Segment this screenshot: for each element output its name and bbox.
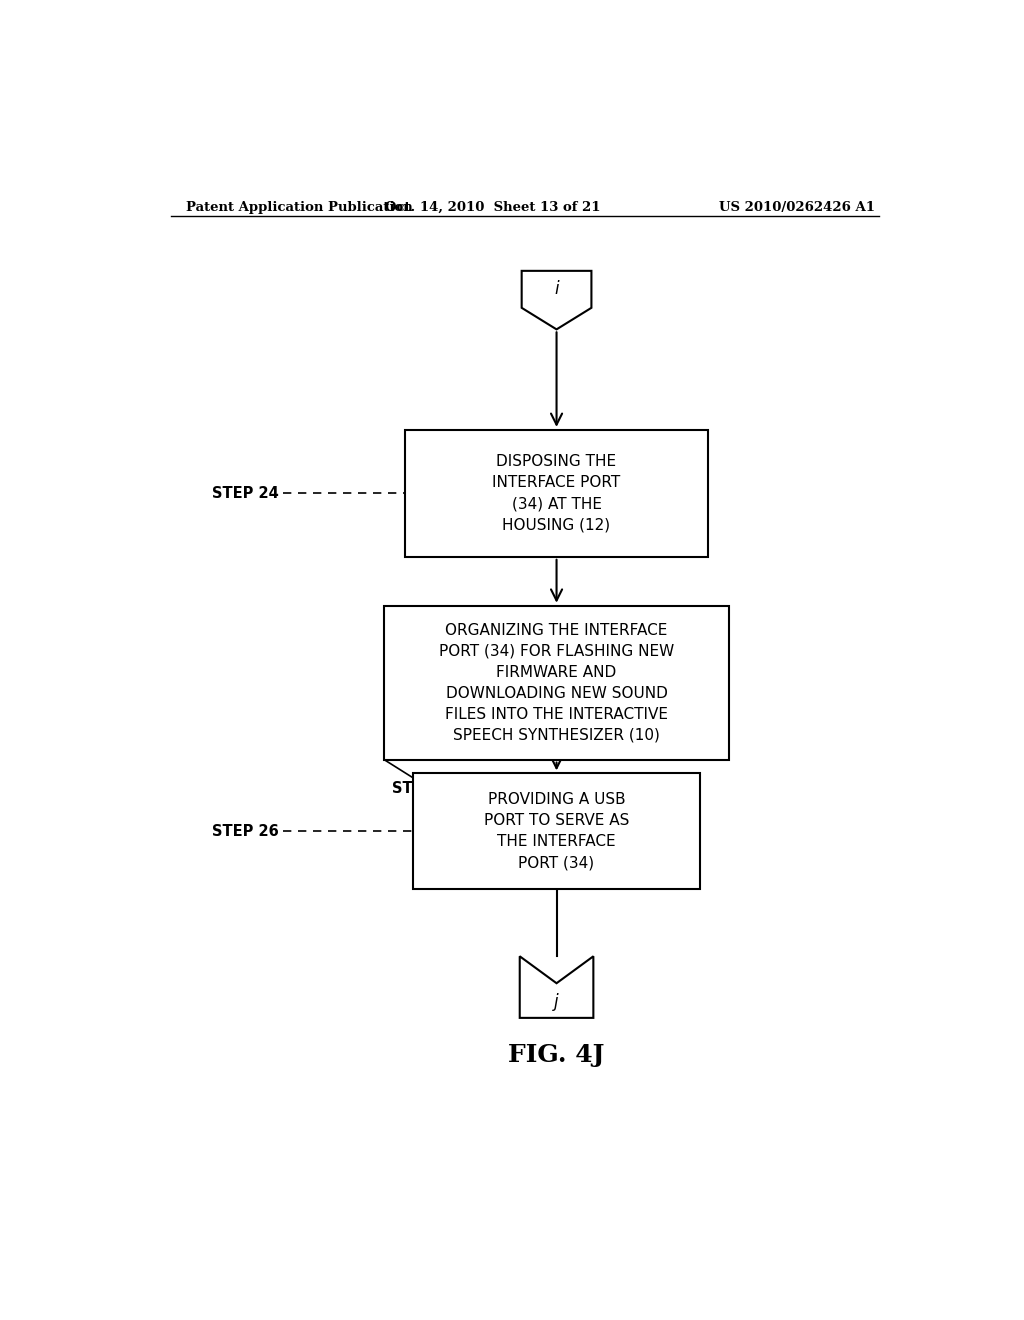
- Polygon shape: [521, 271, 592, 330]
- Text: i: i: [554, 280, 559, 298]
- FancyBboxPatch shape: [384, 606, 729, 759]
- FancyBboxPatch shape: [413, 774, 700, 888]
- Text: PROVIDING A USB
PORT TO SERVE AS
THE INTERFACE
PORT (34): PROVIDING A USB PORT TO SERVE AS THE INT…: [484, 792, 629, 870]
- Text: Oct. 14, 2010  Sheet 13 of 21: Oct. 14, 2010 Sheet 13 of 21: [385, 201, 601, 214]
- Text: DISPOSING THE
INTERFACE PORT
(34) AT THE
HOUSING (12): DISPOSING THE INTERFACE PORT (34) AT THE…: [493, 454, 621, 532]
- Text: STEP 25: STEP 25: [392, 781, 459, 796]
- Text: STEP 24: STEP 24: [212, 486, 280, 500]
- Text: Patent Application Publication: Patent Application Publication: [186, 201, 413, 214]
- Text: j: j: [554, 993, 559, 1011]
- Text: US 2010/0262426 A1: US 2010/0262426 A1: [719, 201, 876, 214]
- Text: STEP 26: STEP 26: [212, 824, 280, 838]
- Text: ORGANIZING THE INTERFACE
PORT (34) FOR FLASHING NEW
FIRMWARE AND
DOWNLOADING NEW: ORGANIZING THE INTERFACE PORT (34) FOR F…: [439, 623, 674, 743]
- Text: FIG. 4J: FIG. 4J: [508, 1043, 605, 1067]
- FancyBboxPatch shape: [406, 430, 708, 557]
- Polygon shape: [520, 956, 593, 1018]
